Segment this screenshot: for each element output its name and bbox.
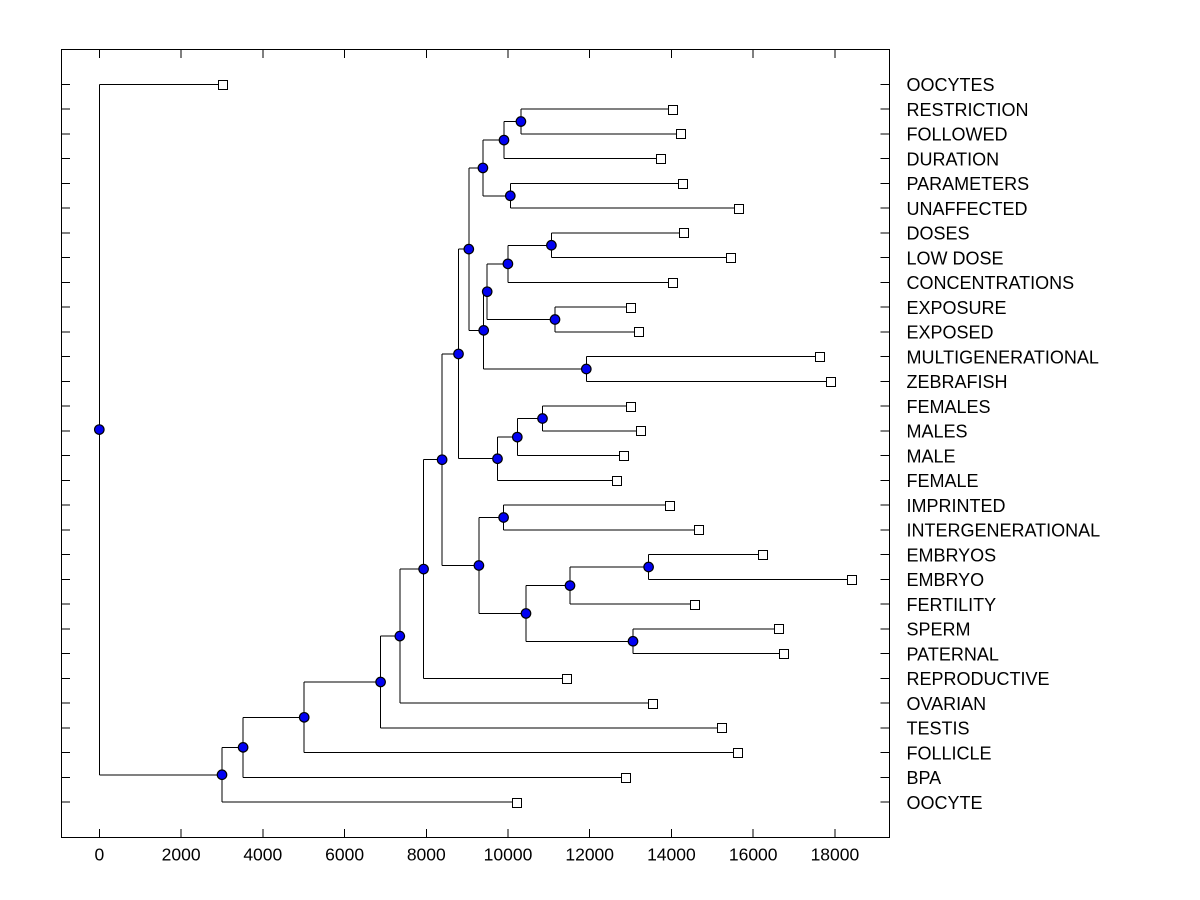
svg-text:MALES: MALES xyxy=(907,422,968,442)
svg-text:18000: 18000 xyxy=(811,845,860,865)
svg-text:14000: 14000 xyxy=(647,845,696,865)
svg-text:DOSES: DOSES xyxy=(907,224,970,244)
svg-text:UNAFFECTED: UNAFFECTED xyxy=(907,199,1028,219)
svg-text:LOW DOSE: LOW DOSE xyxy=(907,248,1004,268)
svg-text:EMBRYOS: EMBRYOS xyxy=(907,545,997,565)
svg-text:4000: 4000 xyxy=(243,845,282,865)
svg-text:2000: 2000 xyxy=(162,845,201,865)
svg-text:0: 0 xyxy=(95,845,105,865)
svg-text:OOCYTES: OOCYTES xyxy=(907,75,995,95)
svg-text:CONCENTRATIONS: CONCENTRATIONS xyxy=(907,273,1075,293)
svg-text:MALE: MALE xyxy=(907,446,956,466)
svg-text:EXPOSED: EXPOSED xyxy=(907,323,994,343)
svg-text:8000: 8000 xyxy=(407,845,446,865)
svg-text:BPA: BPA xyxy=(907,768,942,788)
svg-text:OOCYTE: OOCYTE xyxy=(907,793,983,813)
svg-text:DURATION: DURATION xyxy=(907,149,1000,169)
svg-text:ZEBRAFISH: ZEBRAFISH xyxy=(907,372,1008,392)
svg-text:FEMALES: FEMALES xyxy=(907,397,991,417)
svg-text:12000: 12000 xyxy=(565,845,614,865)
svg-text:INTERGENERATIONAL: INTERGENERATIONAL xyxy=(907,521,1101,541)
svg-text:OVARIAN: OVARIAN xyxy=(907,694,987,714)
svg-text:EXPOSURE: EXPOSURE xyxy=(907,298,1007,318)
svg-text:10000: 10000 xyxy=(484,845,533,865)
svg-text:FOLLOWED: FOLLOWED xyxy=(907,125,1008,145)
svg-text:PATERNAL: PATERNAL xyxy=(907,644,999,664)
svg-text:FOLLICLE: FOLLICLE xyxy=(907,743,992,763)
svg-text:RESTRICTION: RESTRICTION xyxy=(907,100,1029,120)
svg-text:SPERM: SPERM xyxy=(907,620,971,640)
svg-text:FEMALE: FEMALE xyxy=(907,471,979,491)
svg-text:PARAMETERS: PARAMETERS xyxy=(907,174,1030,194)
svg-text:6000: 6000 xyxy=(325,845,364,865)
svg-text:FERTILITY: FERTILITY xyxy=(907,595,997,615)
svg-text:REPRODUCTIVE: REPRODUCTIVE xyxy=(907,669,1050,689)
svg-text:IMPRINTED: IMPRINTED xyxy=(907,496,1006,516)
svg-text:EMBRYO: EMBRYO xyxy=(907,570,985,590)
svg-text:TESTIS: TESTIS xyxy=(907,719,970,739)
svg-text:MULTIGENERATIONAL: MULTIGENERATIONAL xyxy=(907,347,1099,367)
svg-text:16000: 16000 xyxy=(729,845,778,865)
